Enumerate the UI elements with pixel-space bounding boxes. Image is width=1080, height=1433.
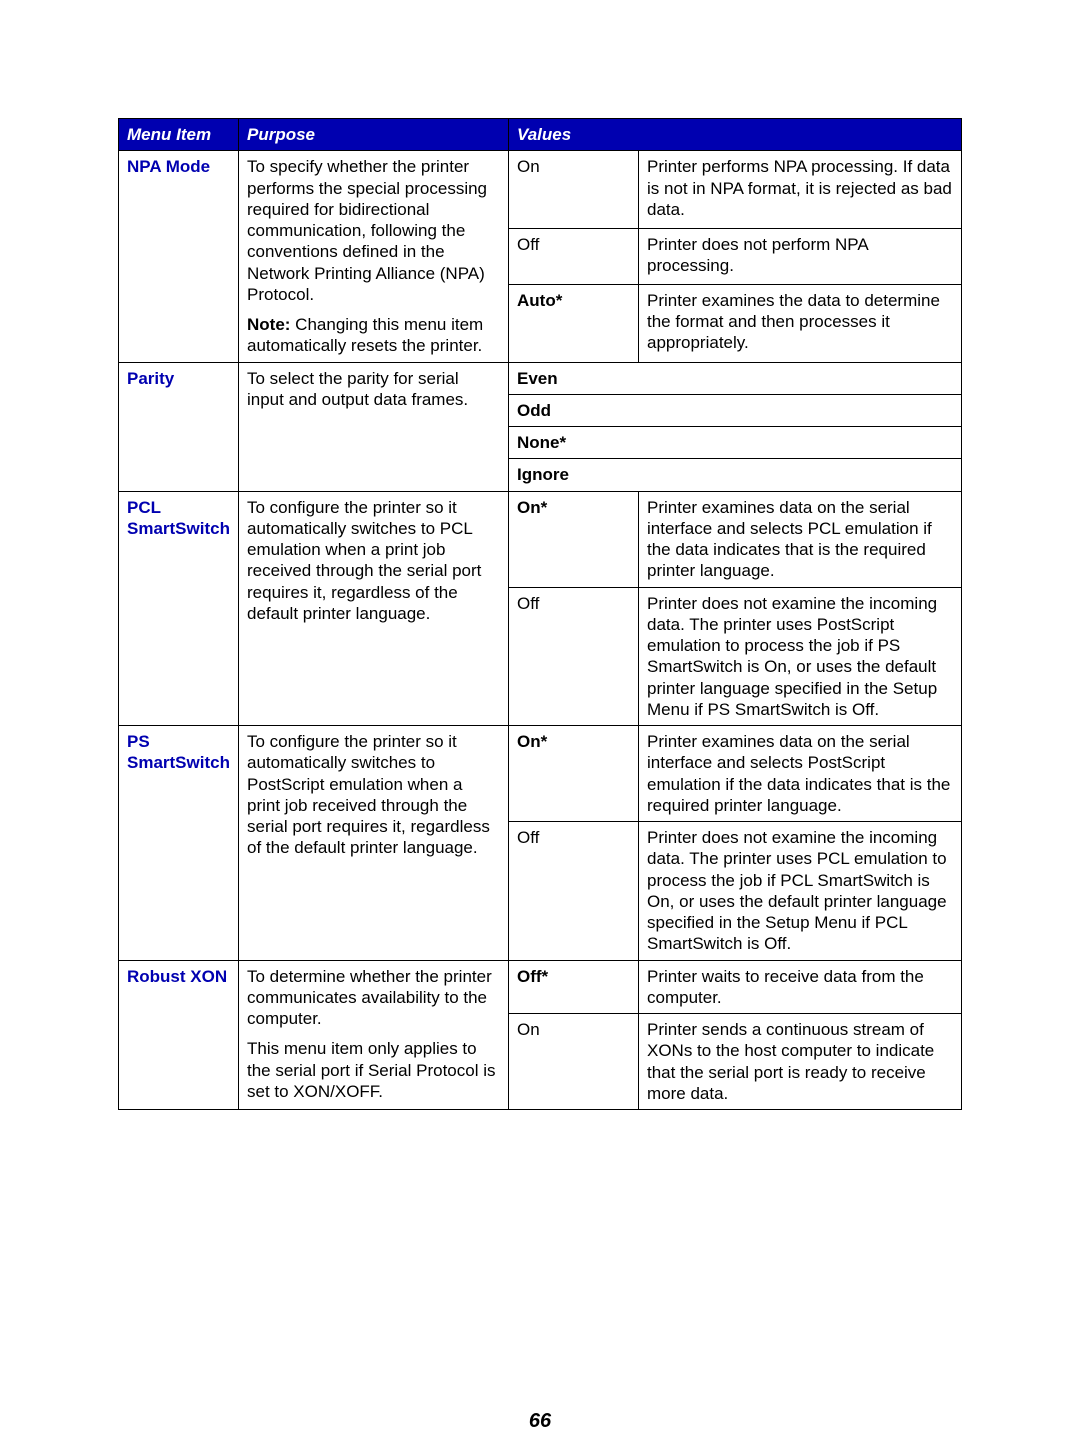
row-npa-on: NPA Mode To specify whether the printer … — [119, 151, 962, 229]
note-label: Note: — [247, 315, 290, 334]
desc-npa-on: Printer performs NPA processing. If data… — [639, 151, 962, 229]
col-values: Values — [509, 119, 962, 151]
row-robust-off: Robust XON To determine whether the prin… — [119, 960, 962, 1014]
value-pcl-on: On* — [509, 491, 639, 587]
col-menu-item: Menu Item — [119, 119, 239, 151]
desc-npa-off: Printer does not perform NPA processing. — [639, 229, 962, 285]
value-parity-even: Even — [509, 362, 962, 394]
desc-ps-on: Printer examines data on the serial inte… — [639, 726, 962, 822]
menu-item-robust: Robust XON — [119, 960, 239, 1110]
menu-item-ps: PS SmartSwitch — [119, 726, 239, 961]
desc-pcl-on: Printer examines data on the serial inte… — [639, 491, 962, 587]
value-npa-on: On — [509, 151, 639, 229]
page: Menu Item Purpose Values NPA Mode To spe… — [0, 0, 1080, 1433]
purpose-robust-1: To determine whether the printer communi… — [247, 966, 500, 1030]
menu-table: Menu Item Purpose Values NPA Mode To spe… — [118, 118, 962, 1110]
menu-item-npa: NPA Mode — [119, 151, 239, 362]
purpose-parity: To select the parity for serial input an… — [239, 362, 509, 491]
desc-pcl-off: Printer does not examine the incoming da… — [639, 587, 962, 726]
desc-robust-off: Printer waits to receive data from the c… — [639, 960, 962, 1014]
menu-item-pcl: PCL SmartSwitch — [119, 491, 239, 726]
row-pcl-on: PCL SmartSwitch To configure the printer… — [119, 491, 962, 587]
value-npa-off: Off — [509, 229, 639, 285]
table-header-row: Menu Item Purpose Values — [119, 119, 962, 151]
value-robust-off: Off* — [509, 960, 639, 1014]
desc-ps-off: Printer does not examine the incoming da… — [639, 822, 962, 961]
col-purpose: Purpose — [239, 119, 509, 151]
purpose-npa-note: Note: Changing this menu item automatica… — [247, 314, 500, 357]
purpose-pcl: To configure the printer so it automatic… — [239, 491, 509, 726]
value-ps-on: On* — [509, 726, 639, 822]
value-robust-on: On — [509, 1014, 639, 1110]
page-number: 66 — [118, 1410, 962, 1433]
desc-npa-auto: Printer examines the data to determine t… — [639, 284, 962, 362]
purpose-npa: To specify whether the printer performs … — [239, 151, 509, 362]
purpose-npa-text: To specify whether the printer performs … — [247, 156, 500, 305]
value-parity-odd: Odd — [509, 394, 962, 426]
value-ps-off: Off — [509, 822, 639, 961]
row-ps-on: PS SmartSwitch To configure the printer … — [119, 726, 962, 822]
purpose-robust: To determine whether the printer communi… — [239, 960, 509, 1110]
row-parity-even: Parity To select the parity for serial i… — [119, 362, 962, 394]
value-parity-none: None* — [509, 427, 962, 459]
value-parity-ignore: Ignore — [509, 459, 962, 491]
purpose-ps: To configure the printer so it automatic… — [239, 726, 509, 961]
purpose-robust-2: This menu item only applies to the seria… — [247, 1038, 500, 1102]
desc-robust-on: Printer sends a continuous stream of XON… — [639, 1014, 962, 1110]
menu-item-parity: Parity — [119, 362, 239, 491]
value-npa-auto: Auto* — [509, 284, 639, 362]
value-pcl-off: Off — [509, 587, 639, 726]
